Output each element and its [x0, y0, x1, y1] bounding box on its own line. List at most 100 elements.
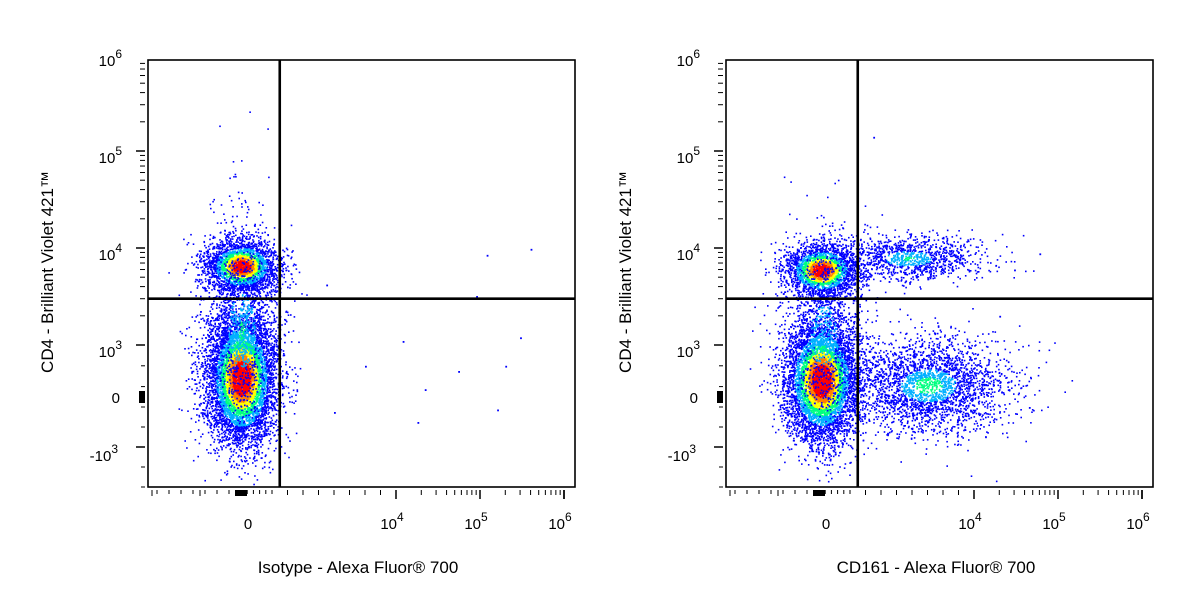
data-point	[255, 269, 258, 271]
data-point	[215, 264, 217, 267]
data-point	[266, 397, 269, 399]
data-point	[251, 234, 254, 236]
data-point	[207, 267, 210, 270]
data-point	[266, 421, 268, 424]
data-point	[252, 259, 255, 261]
data-point	[306, 294, 308, 296]
data-point	[212, 281, 214, 284]
data-point	[237, 245, 240, 248]
data-point	[260, 255, 262, 258]
data-point	[207, 262, 210, 264]
data-point	[216, 245, 219, 247]
data-point	[249, 262, 251, 264]
data-point	[273, 385, 276, 387]
data-point	[260, 398, 263, 400]
data-point	[227, 276, 230, 278]
data-point	[260, 407, 262, 410]
data-point	[275, 372, 277, 375]
data-point	[243, 273, 245, 275]
data-point	[222, 273, 225, 276]
data-point	[246, 264, 249, 266]
data-point	[264, 275, 266, 277]
data-point	[229, 253, 231, 255]
data-point	[264, 280, 267, 283]
data-point	[225, 257, 228, 259]
data-point	[234, 257, 236, 260]
data-point	[272, 349, 275, 352]
data-point	[216, 358, 219, 361]
data-point	[272, 381, 275, 383]
data-point	[234, 327, 236, 329]
data-point	[261, 276, 263, 279]
data-point	[202, 373, 204, 375]
data-point	[214, 275, 217, 277]
data-point	[254, 407, 256, 410]
data-point	[237, 296, 240, 298]
data-point	[230, 399, 232, 402]
data-point	[238, 261, 241, 263]
data-point	[277, 255, 279, 258]
data-point	[254, 260, 256, 262]
data-point	[222, 284, 225, 286]
data-point	[242, 285, 245, 287]
data-point	[254, 460, 256, 462]
data-point	[222, 333, 225, 336]
data-point	[267, 401, 269, 403]
data-point	[240, 247, 243, 249]
data-point	[239, 282, 241, 284]
data-point	[222, 263, 224, 265]
data-point	[251, 382, 253, 384]
data-point	[258, 245, 260, 247]
data-point	[249, 421, 251, 424]
data-point	[264, 426, 266, 429]
data-point	[215, 253, 218, 255]
data-point	[269, 291, 271, 293]
data-point	[251, 270, 253, 273]
data-point	[266, 275, 269, 277]
data-point	[263, 268, 266, 270]
data-point	[258, 366, 260, 368]
data-point	[224, 419, 227, 421]
data-point	[241, 267, 243, 269]
data-point	[271, 270, 273, 273]
data-point	[218, 268, 221, 270]
data-point	[228, 256, 231, 258]
data-point	[270, 344, 272, 346]
data-point	[248, 267, 250, 270]
data-point	[263, 322, 266, 325]
data-point	[238, 271, 241, 273]
data-point	[260, 241, 263, 244]
data-point	[264, 365, 266, 368]
data-point	[248, 276, 250, 278]
data-point	[224, 366, 227, 369]
data-point	[232, 271, 235, 273]
data-point	[247, 268, 249, 271]
data-point	[235, 241, 237, 243]
data-point	[259, 258, 261, 261]
data-point	[198, 344, 200, 347]
data-point	[255, 243, 258, 246]
data-point	[273, 238, 276, 241]
data-point	[268, 335, 270, 337]
data-point	[280, 274, 283, 276]
data-point	[257, 228, 260, 231]
data-point	[234, 251, 236, 254]
data-point	[254, 321, 256, 323]
data-point	[242, 279, 245, 281]
data-point	[261, 268, 263, 271]
data-point	[195, 341, 197, 344]
data-point	[246, 263, 249, 265]
data-point	[184, 348, 186, 350]
data-point	[256, 280, 258, 282]
data-point	[194, 403, 196, 405]
data-point	[223, 316, 226, 319]
data-point	[298, 271, 301, 274]
data-point	[251, 249, 253, 251]
data-point	[247, 394, 250, 396]
data-point	[207, 383, 210, 385]
data-point	[255, 265, 258, 268]
data-point	[258, 340, 261, 342]
data-point	[199, 368, 201, 370]
data-point	[272, 374, 275, 376]
data-point	[221, 372, 223, 374]
